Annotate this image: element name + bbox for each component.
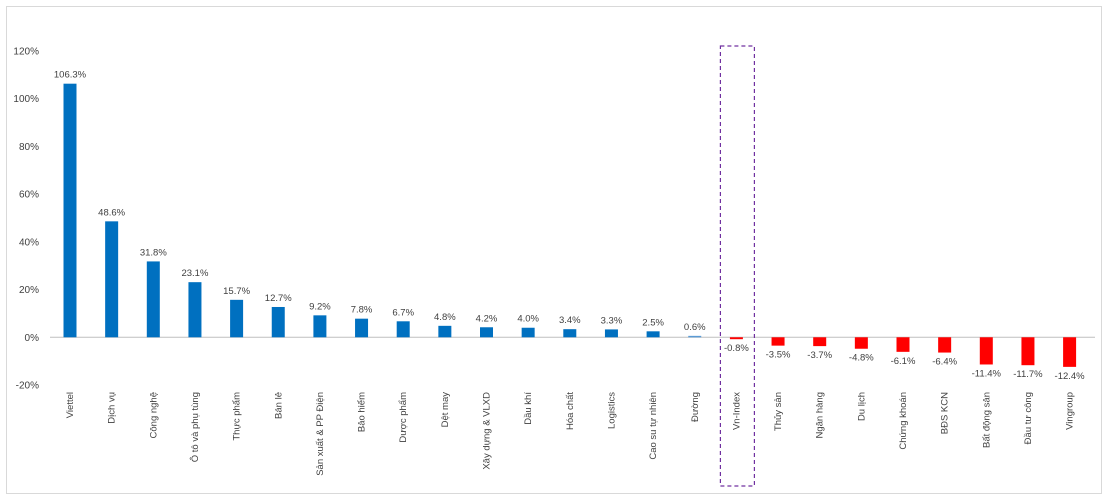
data-label: -6.4% <box>932 357 957 368</box>
y-tick-label: 80% <box>19 142 39 153</box>
x-tick-label: Ngân hàng <box>815 392 826 438</box>
x-tick-label: Xây dựng & VLXD <box>482 392 493 470</box>
bar <box>480 327 493 338</box>
x-tick-label: Đầu tư công <box>1023 392 1034 444</box>
x-tick-label: Công nghệ <box>148 392 159 438</box>
data-label: 48.6% <box>98 207 125 218</box>
y-tick-label: 40% <box>19 237 39 248</box>
data-label: -0.8% <box>724 343 749 354</box>
data-label: -3.5% <box>766 350 791 361</box>
x-tick-label: BĐS KCN <box>940 392 951 434</box>
x-tick-label: Dầu khí <box>523 392 534 425</box>
data-label: 12.7% <box>265 293 292 304</box>
bar <box>938 337 952 353</box>
bar <box>688 335 702 338</box>
x-tick-label: Vingroup <box>1065 392 1076 430</box>
x-tick-label: Hóa chất <box>565 392 576 430</box>
data-label: -11.7% <box>1013 369 1043 380</box>
bar <box>271 306 285 338</box>
data-label: -11.4% <box>972 368 1002 379</box>
y-tick-label: 120% <box>13 47 39 58</box>
x-tick-label: Cao su tự nhiên <box>648 392 659 460</box>
y-tick-label: 60% <box>19 190 39 201</box>
y-tick-label: 20% <box>19 285 39 296</box>
bar <box>854 337 868 349</box>
chart-frame <box>6 6 1102 494</box>
x-tick-label: Bán lẻ <box>273 392 284 419</box>
x-tick-label: Thực phẩm <box>232 392 243 441</box>
x-tick-label: Thủy sản <box>773 392 784 431</box>
data-label: -6.1% <box>891 356 916 367</box>
data-label: 3.4% <box>559 315 581 326</box>
x-tick-label: Vn-Index <box>731 392 742 430</box>
data-label: -12.4% <box>1055 371 1086 382</box>
x-tick-label: Logistics <box>606 392 617 429</box>
bar <box>230 299 244 338</box>
bar <box>355 318 369 338</box>
x-tick-label: Viettel <box>65 392 76 418</box>
bar <box>63 83 77 338</box>
x-tick-label: Sản xuất & PP Điện <box>315 392 326 476</box>
bar <box>105 221 119 338</box>
bar <box>438 325 452 338</box>
x-tick-label: Bảo hiểm <box>357 392 368 432</box>
y-tick-label: 100% <box>13 94 39 105</box>
data-label: 2.5% <box>642 317 664 328</box>
bar <box>646 331 660 338</box>
x-tick-label: Ô tô và phụ tùng <box>190 392 201 462</box>
bar <box>604 329 618 338</box>
x-tick-label: Đường <box>690 392 701 422</box>
data-label: -4.8% <box>849 353 874 364</box>
x-tick-label: Dệt may <box>440 392 451 428</box>
data-label: 106.3% <box>54 70 87 81</box>
data-label: 23.1% <box>181 268 208 279</box>
bar <box>1021 337 1035 366</box>
bar <box>313 315 327 338</box>
y-tick-label: -20% <box>16 381 39 392</box>
x-tick-label: Bất động sản <box>981 392 992 448</box>
y-tick-label: 0% <box>25 333 40 344</box>
bar <box>188 282 202 338</box>
bar <box>563 329 577 338</box>
bar <box>729 337 743 340</box>
x-tick-label: Du lịch <box>856 392 867 421</box>
bar <box>979 337 993 365</box>
data-label: 4.0% <box>517 314 539 325</box>
bar <box>771 337 785 346</box>
data-label: 15.7% <box>223 286 250 297</box>
bar <box>396 321 410 338</box>
vn-index-highlight-box <box>719 45 756 487</box>
data-label: 3.3% <box>601 315 623 326</box>
bar <box>813 337 827 347</box>
data-label: 0.6% <box>684 322 706 333</box>
x-tick-label: Dược phẩm <box>398 392 409 443</box>
data-label: -3.7% <box>807 350 832 361</box>
data-label: 6.7% <box>392 307 414 318</box>
bar <box>1063 337 1077 367</box>
data-label: 4.8% <box>434 312 456 323</box>
data-label: 4.2% <box>476 313 498 324</box>
bar <box>146 261 160 338</box>
data-label: 9.2% <box>309 301 331 312</box>
bar <box>521 327 535 338</box>
bar <box>896 337 910 352</box>
data-label: 7.8% <box>351 305 373 316</box>
x-tick-label: Chứng khoán <box>898 392 909 450</box>
data-label: 31.8% <box>140 247 167 258</box>
x-tick-label: Dịch vụ <box>107 392 118 424</box>
